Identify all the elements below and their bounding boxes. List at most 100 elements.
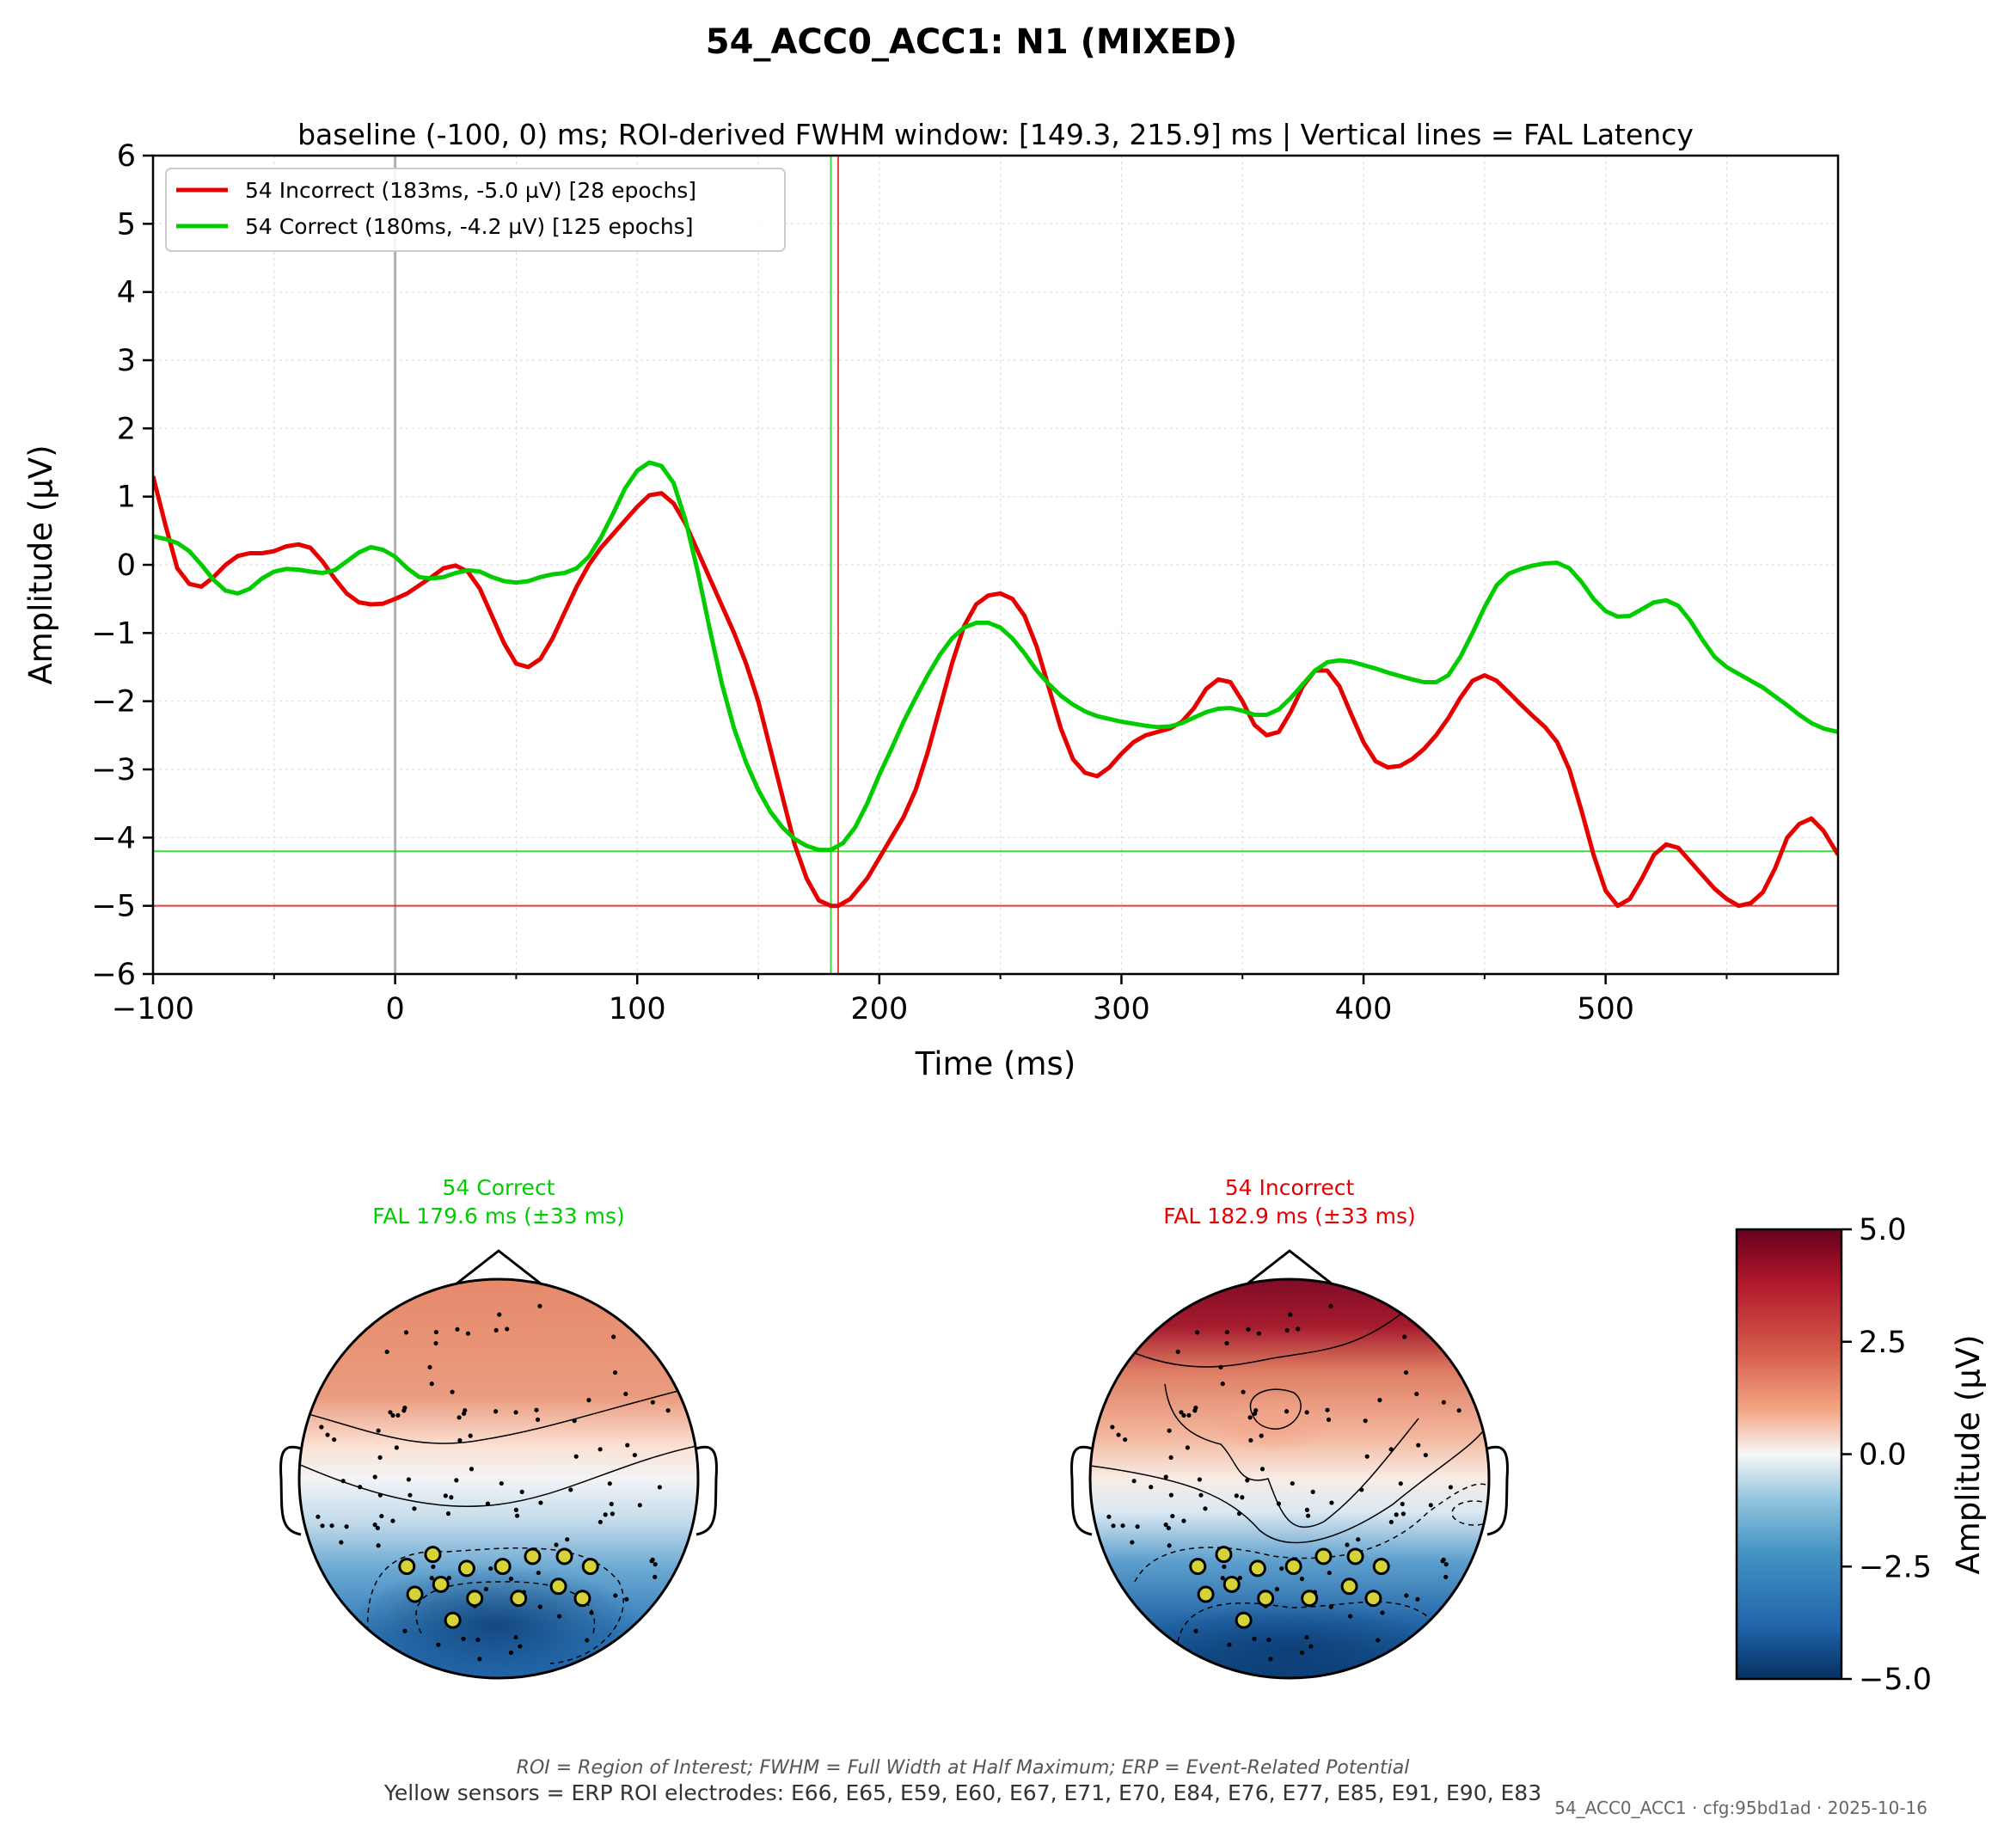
roi-sensor [1346,1547,1364,1565]
sensor-dot [1110,1424,1115,1430]
sensor-dot [1245,1478,1250,1483]
sensor-dot [316,1514,321,1519]
sensor-dot [1179,1410,1184,1415]
sensor-dot [1414,1391,1419,1397]
sensor-dot [1443,1574,1449,1580]
y-tick-label: −6 [91,958,136,992]
roi-sensor [1372,1558,1390,1576]
sensor-dot [1325,1407,1330,1412]
sensor-dot [1224,1340,1229,1346]
roi-sensor [457,1559,475,1578]
sensor-dot [1402,1334,1407,1339]
colorbar-tick-label: 0.0 [1859,1438,1907,1473]
y-tick-label: 2 [117,412,136,446]
legend: 54 Incorrect (183ms, -5.0 µV) [28 epochs… [165,168,786,252]
sensor-dot [1237,1575,1243,1581]
sensor-dot [536,1570,541,1576]
sensor-dot [1268,1657,1273,1662]
sensor-dot [1236,1511,1242,1516]
sensor-dot [1279,1565,1284,1571]
x-axis-ticks: −100 0 100 200 300 400 500 [112,974,1728,1026]
head-outline [1088,1277,1491,1680]
sensor-dot [513,1634,518,1640]
sensor-dot [483,1586,489,1592]
right-ear-icon [695,1445,718,1536]
sensor-dot [1197,1477,1202,1482]
sensor-dot [1308,1644,1314,1649]
sensor-dot [431,1564,436,1570]
sensor-dot [390,1412,395,1418]
sensor-dot [665,1408,671,1413]
sensor-dot [450,1389,455,1394]
roi-sensor [493,1558,512,1576]
roi-sensor [466,1590,484,1608]
topomap-correct-field [299,1279,698,1678]
sensor-dot [1376,1638,1381,1643]
sensor-dot [1400,1511,1406,1516]
sensor-dot [535,1417,541,1422]
sensor-dot [1227,1642,1232,1647]
sensor-dot [1363,1418,1368,1424]
sensor-dot [449,1495,454,1500]
roi-sensor [1235,1611,1253,1629]
sensor-dot [429,1576,434,1581]
footer-config-stamp: 54_ACC0_ACC1 · cfg:95bd1ad · 2025-10-16 [1554,1798,1927,1818]
sensor-dot [1181,1412,1186,1418]
sensor-dot [358,1485,363,1490]
sensor-dot [1388,1447,1394,1452]
sensor-dot [469,1467,475,1472]
x-tick-label: 0 [385,992,404,1026]
sensor-dot [1194,1330,1200,1335]
sensor-dot [325,1432,330,1437]
sensor-dot [1276,1501,1282,1506]
colorbar-tick-label: 5.0 [1859,1213,1907,1247]
roi-sensor [549,1578,567,1596]
roi-sensor [444,1611,462,1629]
sensor-dot [377,1492,383,1498]
sensor-dot [1203,1506,1208,1511]
roi-sensor [1284,1558,1302,1576]
sensor-dot [1394,1512,1399,1517]
sensor-dot [1359,1487,1364,1492]
x-tick-label: 300 [1093,992,1150,1026]
sensor-dot [514,1513,520,1518]
sensor-dot [1345,1542,1350,1547]
sensor-dot [403,1330,409,1335]
sensor-dot [339,1540,344,1545]
sensor-dot [1167,1543,1172,1548]
sensor-dot [1296,1326,1301,1332]
sensor-dot [1305,1513,1311,1518]
sensor-dot [433,1340,438,1346]
sensor-dot [1222,1564,1227,1570]
sensor-dot [1388,1519,1394,1525]
sensor-dot [329,1523,334,1529]
topomap-correct-subtitle: FAL 179.6 ms (±33 ms) [372,1204,625,1228]
series-line-incorrect [153,475,1838,909]
sensor-dot [1377,1398,1382,1403]
sensor-dot [485,1501,491,1506]
sensor-dot [1220,1382,1225,1387]
sensor-dot [1326,1417,1332,1422]
sensor-dot [612,1369,618,1375]
roi-sensor [1222,1575,1241,1593]
sensor-dot [1356,1537,1361,1542]
sensor-dot [1259,1467,1265,1472]
sensor-dot [477,1657,482,1662]
roi-sensor [1215,1546,1233,1564]
reference-lines [153,156,1838,974]
sensor-dot [412,1506,417,1511]
colorbar: 5.0 2.5 0.0 −2.5 −5.0 Amplitude (µV) [1735,1213,1987,1697]
roi-sensor [573,1590,591,1608]
sensor-dot [519,1489,524,1494]
sensor-dot [429,1382,434,1387]
left-ear-icon [279,1445,302,1536]
colorbar-tick-label: 2.5 [1859,1326,1907,1360]
head-outline [297,1277,700,1680]
y-tick-label: 5 [117,207,136,242]
roi-sensor [1364,1590,1382,1608]
sensor-dot [1284,1327,1290,1333]
sensor-dot [1186,1412,1192,1418]
y-tick-label: 1 [117,481,136,515]
sensor-dot [1163,1474,1168,1480]
sensor-dot [613,1593,618,1598]
